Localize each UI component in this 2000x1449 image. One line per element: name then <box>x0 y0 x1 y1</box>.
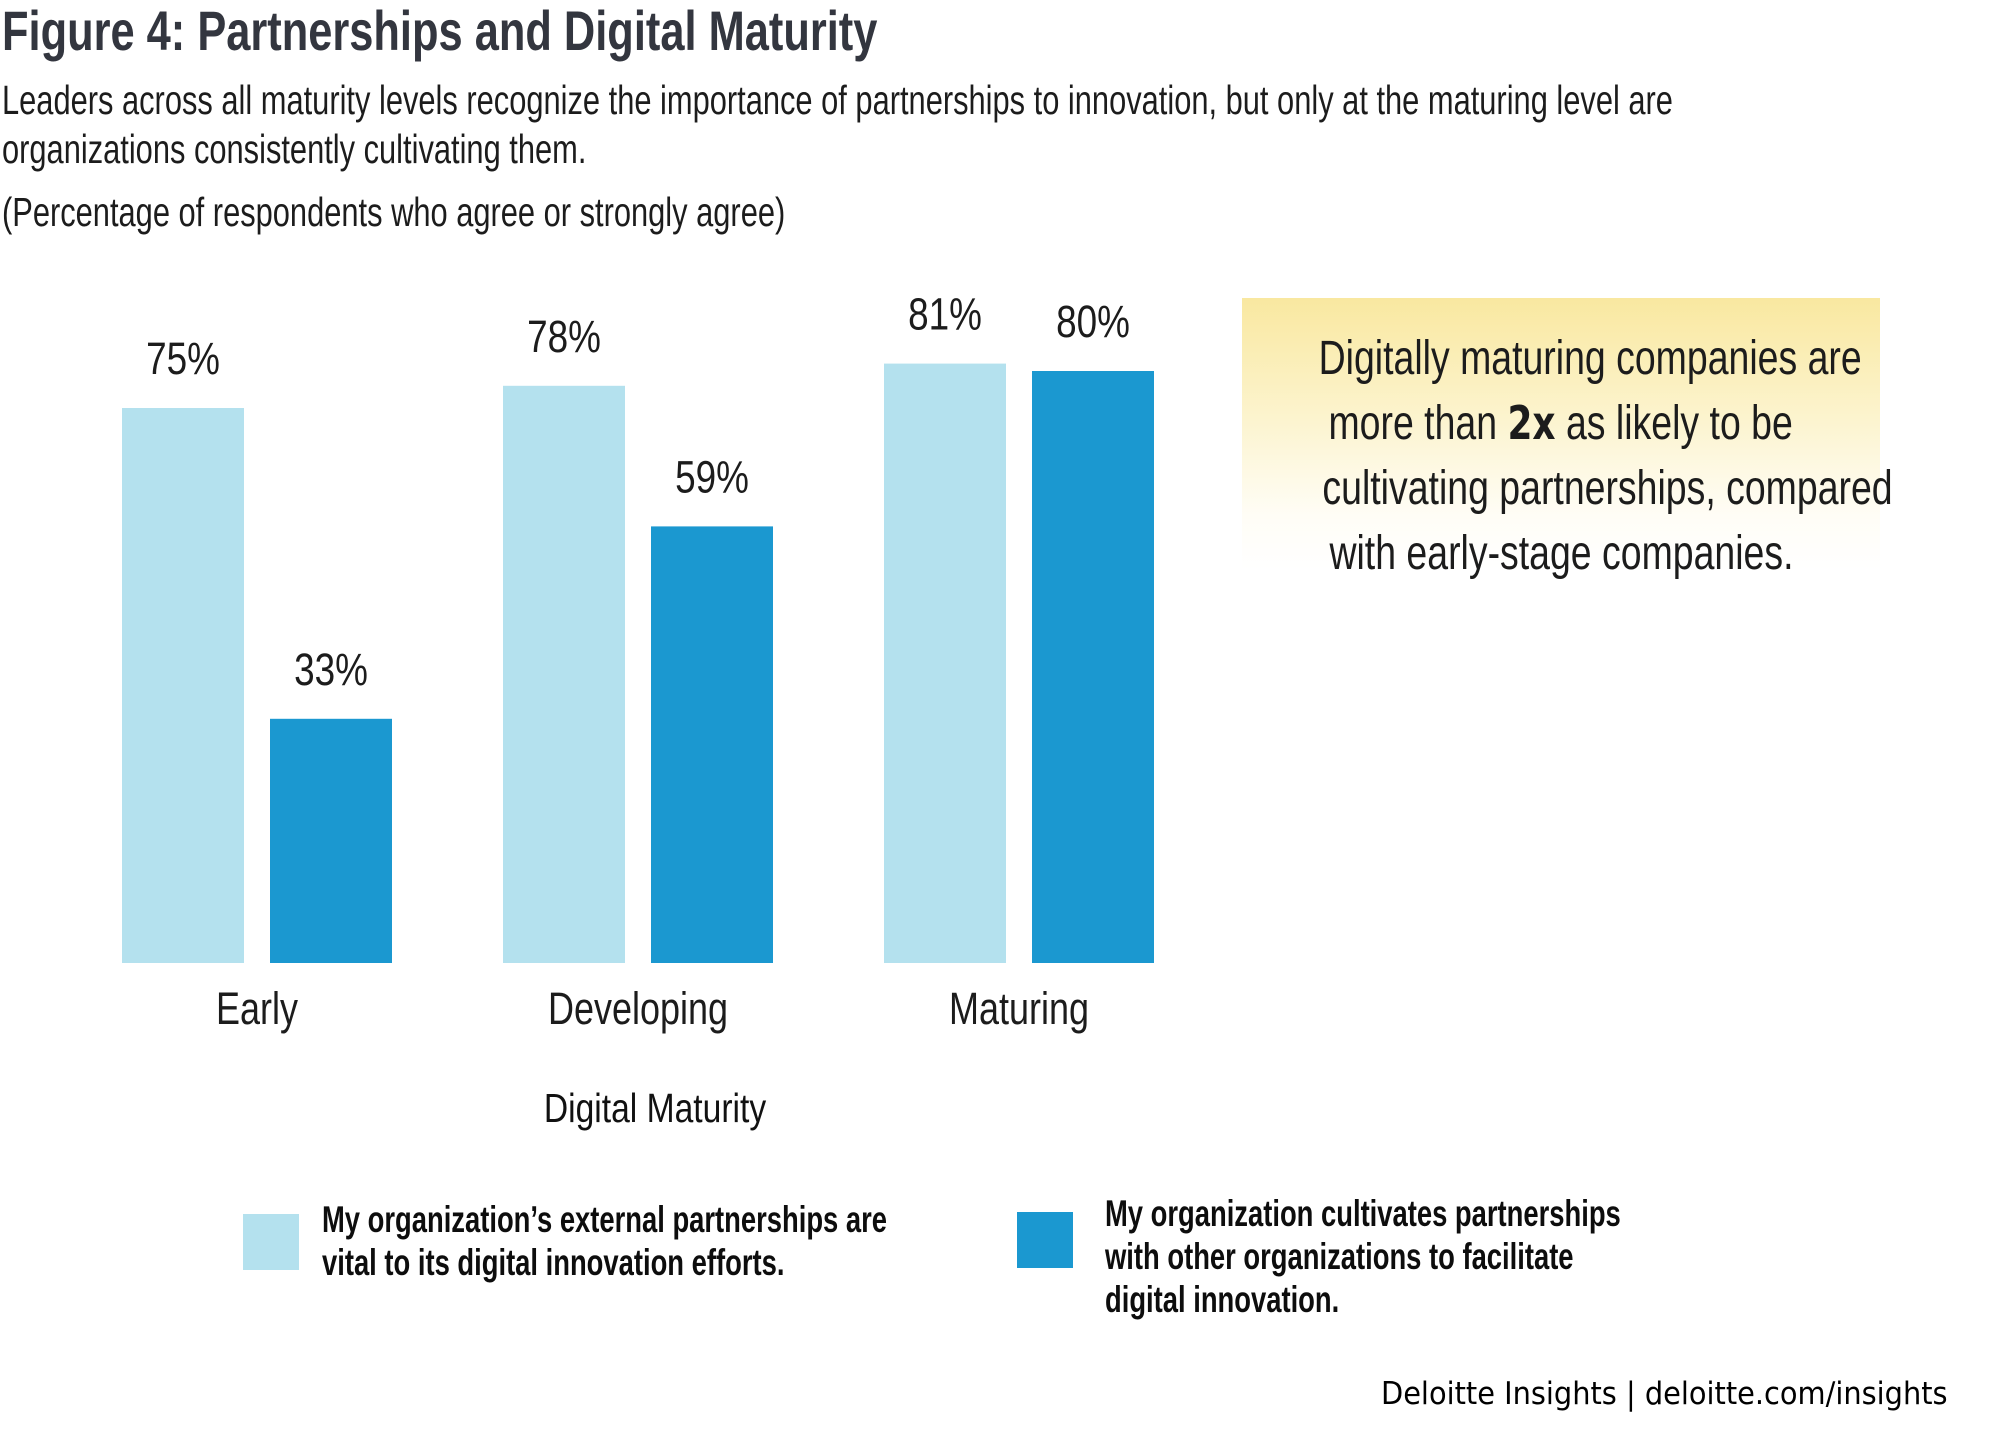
bar-maturing-series-1 <box>884 363 1006 964</box>
callout-line-1: Digitally maturing companies are <box>1318 332 1862 385</box>
bar-early-series-1 <box>122 408 244 963</box>
bar-developing-series-1 <box>503 385 625 963</box>
legend-label-external-partnerships: My organization’s external partnerships … <box>322 1198 1086 1284</box>
category-labels: Early Developing Maturing <box>216 983 1089 1034</box>
category-label-maturing: Maturing <box>949 983 1089 1034</box>
legend-2-line-1: My organization cultivates partnerships <box>1105 1193 1621 1234</box>
callout-line-2-pre: more than <box>1328 397 1508 450</box>
callout-line-4: with early-stage companies. <box>1328 527 1794 580</box>
bar-developing-series-2 <box>651 526 773 963</box>
callout-line-2-post: as likely to be <box>1555 397 1794 450</box>
bar-maturing-series-2 <box>1032 371 1154 963</box>
legend-1-line-1: My organization’s external partnerships … <box>322 1199 888 1240</box>
legend-2-line-3: digital innovation. <box>1105 1279 1340 1320</box>
chart-subtitle-line-2: organizations consistently cultivating t… <box>2 125 779 173</box>
category-label-developing: Developing <box>548 983 728 1034</box>
bar-value-label-early-series-2: 33% <box>294 644 368 694</box>
chart-subtitle-line-1: Leaders across all maturity levels recog… <box>2 76 2000 124</box>
bar-value-label-maturing-series-2: 80% <box>1056 297 1130 347</box>
x-axis-title: Digital Maturity <box>544 1085 767 1131</box>
legend-1-line-2: vital to its digital innovation efforts. <box>322 1242 785 1283</box>
bar-value-labels: 75% 33% 78% 59% 81% 80% <box>146 289 1130 695</box>
category-label-early: Early <box>216 983 299 1034</box>
legend-2-line-2: with other organizations to facilitate <box>1105 1236 1574 1277</box>
legend-label-cultivates-partnerships: My organization cultivates partnerships … <box>1105 1192 1802 1321</box>
callout-text: Digitally maturing companies are more th… <box>1242 326 1893 586</box>
bar-value-label-developing-series-1: 78% <box>527 311 601 361</box>
callout-line-2: more than 2x as likely to be <box>1329 391 1793 456</box>
legend-swatch-external-partnerships <box>243 1214 299 1270</box>
bar-value-label-developing-series-2: 59% <box>675 452 749 502</box>
source-footer: Deloitte Insights | deloitte.com/insight… <box>1381 1376 1990 1412</box>
subtitle-text-2: organizations consistently cultivating t… <box>2 126 587 172</box>
bar-group <box>122 363 1154 964</box>
chart-title: Figure 4: Partnerships and Digital Matur… <box>2 0 1132 62</box>
chart-unit-note: (Percentage of respondents who agree or … <box>2 188 1044 236</box>
footer-text: Deloitte Insights | deloitte.com/insight… <box>1381 1376 1948 1412</box>
bar-value-label-maturing-series-1: 81% <box>908 289 982 339</box>
callout-box: Digitally maturing companies are more th… <box>1242 298 1893 580</box>
subtitle-text-1: Leaders across all maturity levels recog… <box>2 77 1673 123</box>
legend-swatch-cultivates-partnerships <box>1017 1212 1073 1268</box>
callout-line-3: cultivating partnerships, compared <box>1322 462 1893 515</box>
chart-title-text: Figure 4: Partnerships and Digital Matur… <box>2 0 878 62</box>
bar-early-series-2 <box>270 718 392 963</box>
unit-note-text: (Percentage of respondents who agree or … <box>2 189 786 235</box>
bar-value-label-early-series-1: 75% <box>146 334 220 384</box>
callout-emphasis-2x: 2x <box>1507 396 1556 450</box>
